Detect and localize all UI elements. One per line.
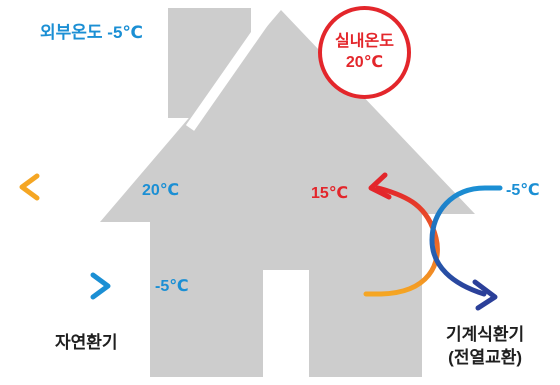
- roof-gap: [185, 0, 283, 131]
- mechanical-cold-temp-label: -5℃: [506, 182, 540, 199]
- mechanical-ventilation-label: 기계식환기 (전열교환): [446, 324, 524, 370]
- heat-exchange-warm-arrowhead: [368, 172, 392, 200]
- house-body: [100, 10, 475, 377]
- natural-warm-temp-label: 20℃: [142, 182, 180, 199]
- indoor-temperature-value: 20℃: [345, 53, 384, 71]
- natural-cold-temp-label: -5℃: [155, 278, 189, 295]
- mechanical-ventilation-subtitle: (전열교환): [448, 347, 523, 367]
- cold-air-arrowhead: [90, 272, 111, 300]
- indoor-temperature-title: 실내온도: [335, 32, 394, 50]
- mechanical-warm-temp-label: 15℃: [311, 185, 349, 202]
- heat-exchange-warm-arc: [363, 185, 440, 297]
- warm-air-arrowhead: [19, 173, 40, 201]
- outside-temperature-label: 외부온도 -5℃: [40, 23, 143, 42]
- indoor-temperature-badge: 실내온도 20℃: [318, 6, 411, 99]
- mechanical-ventilation-title: 기계식환기: [446, 325, 525, 344]
- heat-exchange-cold-arc: [429, 185, 503, 297]
- natural-ventilation-label: 자연환기: [55, 333, 118, 352]
- heat-exchange-cold-arrowhead: [472, 279, 498, 311]
